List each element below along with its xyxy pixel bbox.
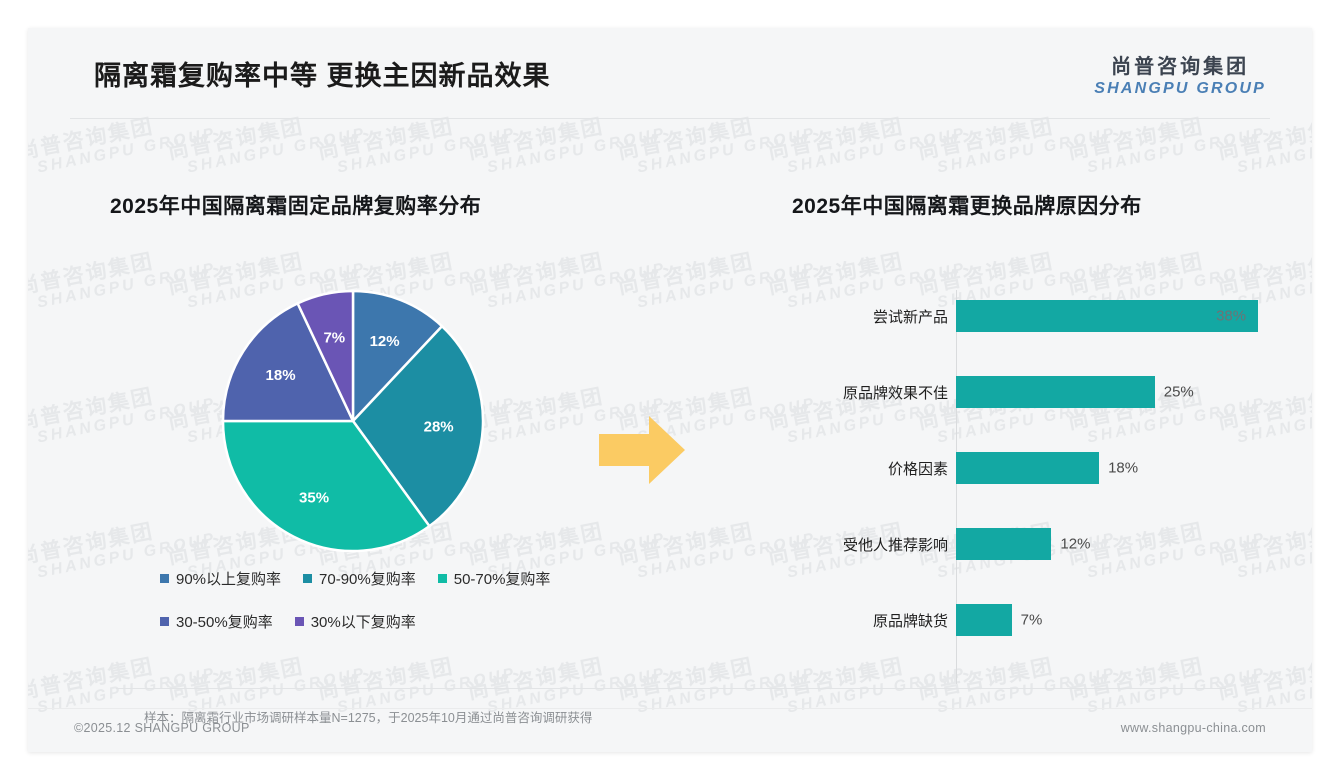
bar-row: 尝试新产品 38% xyxy=(758,300,1298,332)
bar-track: 7% xyxy=(956,604,1298,636)
pie-chart-svg: 12% 28% 35% 18% 7% xyxy=(221,289,485,553)
pie-slice[interactable] xyxy=(221,419,432,553)
legend-swatch xyxy=(303,574,313,583)
bar-category-label: 原品牌效果不佳 xyxy=(842,384,948,402)
bar-row: 价格因素 18% xyxy=(758,452,1298,484)
legend-label: 30%以下复购率 xyxy=(310,614,416,631)
pie-slice-label: 7% xyxy=(323,329,345,346)
pie-chart: 12% 28% 35% 18% 7% xyxy=(218,286,488,556)
pie-slice-label: 12% xyxy=(370,333,400,350)
bar-fill[interactable] xyxy=(956,528,1052,560)
bar-value-label: 25% xyxy=(1163,383,1194,401)
pie-slice[interactable] xyxy=(351,324,485,528)
bar-value-label: 18% xyxy=(1108,459,1139,477)
legend-swatch xyxy=(437,574,447,583)
pie-slice-label: 35% xyxy=(299,489,329,506)
brand-logo: 尚普咨询集团 SHANGPU GROUP xyxy=(1094,56,1266,98)
bar-value-label: 7% xyxy=(1020,611,1043,629)
logo-english-text: SHANGPU GROUP xyxy=(1094,80,1266,97)
bar-chart: 尝试新产品 38% 原品牌效果不佳 25% 价格因素 18% 受他人推荐影响 12% 原品牌缺货… xyxy=(758,276,1298,688)
legend-item[interactable]: 30-50%复购率 xyxy=(160,611,273,632)
bar-row: 受他人推荐影响 12% xyxy=(758,528,1298,560)
bar-category-label: 价格因素 xyxy=(887,460,948,478)
bar-category-label: 尝试新产品 xyxy=(872,308,948,326)
slide: 尚普咨询集团 SHANGPU GROUP 尚普咨询集团 SHANGPU GROUP 尚普… xyxy=(28,28,1312,752)
bar-track: 18% xyxy=(956,452,1298,484)
logo-chinese-text: 尚普咨询集团 xyxy=(1111,56,1250,78)
slide-header: 隔离霜复购率中等 更换主因新品效果 尚普咨询集团 SHANGPU GROUP xyxy=(28,28,1312,119)
bar-category-label: 原品牌缺货 xyxy=(872,612,948,630)
legend-label: 70-90%复购率 xyxy=(319,571,416,588)
legend-swatch xyxy=(160,617,169,626)
legend-row: 90%以上复购率 70-90%复购率 50-70%复购率 xyxy=(160,568,590,589)
legend-item[interactable]: 50-70%复购率 xyxy=(437,568,551,589)
bar-track: 38% xyxy=(956,300,1298,332)
footnote-divider xyxy=(116,688,1226,689)
bar-row: 原品牌缺货 7% xyxy=(758,604,1298,636)
right-arrow-icon xyxy=(593,413,689,492)
left-chart-title: 2025年中国隔离霜固定品牌复购率分布 xyxy=(110,195,482,218)
left-chart-panel: 2025年中国隔离霜固定品牌复购率分布 12% 28% 35% 18% 7% 90%以上… xyxy=(28,136,688,696)
pie-slice[interactable] xyxy=(221,301,355,423)
header-divider xyxy=(70,118,1270,119)
legend-swatch xyxy=(160,574,169,583)
slide-footer: ©2025.12 SHANGPU GROUP www.shangpu-china… xyxy=(28,708,1312,752)
pie-slice-label: 28% xyxy=(424,418,454,435)
bar-fill[interactable] xyxy=(956,604,1012,636)
bar-fill[interactable] xyxy=(956,376,1155,408)
legend-item[interactable]: 70-90%复购率 xyxy=(303,568,416,589)
footer-website[interactable]: www.shangpu-china.com xyxy=(1120,721,1266,735)
bar-row: 原品牌效果不佳 25% xyxy=(758,376,1298,408)
bar-track: 12% xyxy=(956,528,1298,560)
legend-row: 30-50%复购率 30%以下复购率 xyxy=(160,611,590,632)
bar-value-label: 12% xyxy=(1060,535,1091,553)
right-chart-title: 2025年中国隔离霜更换品牌原因分布 xyxy=(792,195,1142,218)
right-chart-panel: 2025年中国隔离霜更换品牌原因分布 尝试新产品 38% 原品牌效果不佳 25% 价格因… xyxy=(728,136,1312,696)
bar-chart-axis xyxy=(956,290,957,684)
pie-slice[interactable] xyxy=(351,289,444,425)
legend-label: 90%以上复购率 xyxy=(176,571,282,588)
pie-slice[interactable] xyxy=(295,289,355,422)
legend-swatch xyxy=(294,617,304,626)
footer-divider xyxy=(28,708,1312,709)
pie-legend: 90%以上复购率 70-90%复购率 50-70%复购率 30-50%复购率 30%以… xyxy=(160,568,590,654)
pie-slice-label: 18% xyxy=(266,367,296,384)
legend-label: 30-50%复购率 xyxy=(176,614,273,631)
bar-fill[interactable] xyxy=(956,452,1100,484)
bar-category-label: 受他人推荐影响 xyxy=(842,536,948,554)
bar-value-label: 38% xyxy=(1216,307,1247,325)
bar-track: 25% xyxy=(956,376,1298,408)
right-arrow-svg xyxy=(599,416,685,484)
legend-item[interactable]: 90%以上复购率 xyxy=(160,568,281,589)
footer-copyright: ©2025.12 SHANGPU GROUP xyxy=(74,721,250,735)
page-title: 隔离霜复购率中等 更换主因新品效果 xyxy=(94,61,551,91)
legend-item[interactable]: 30%以下复购率 xyxy=(294,611,416,632)
bar-fill[interactable] xyxy=(956,300,1259,332)
footnote: 样本：隔离霜行业市场调研样本量N=1275，于2025年10月通过尚普咨询调研获… xyxy=(144,711,593,725)
legend-label: 50-70%复购率 xyxy=(453,571,551,588)
